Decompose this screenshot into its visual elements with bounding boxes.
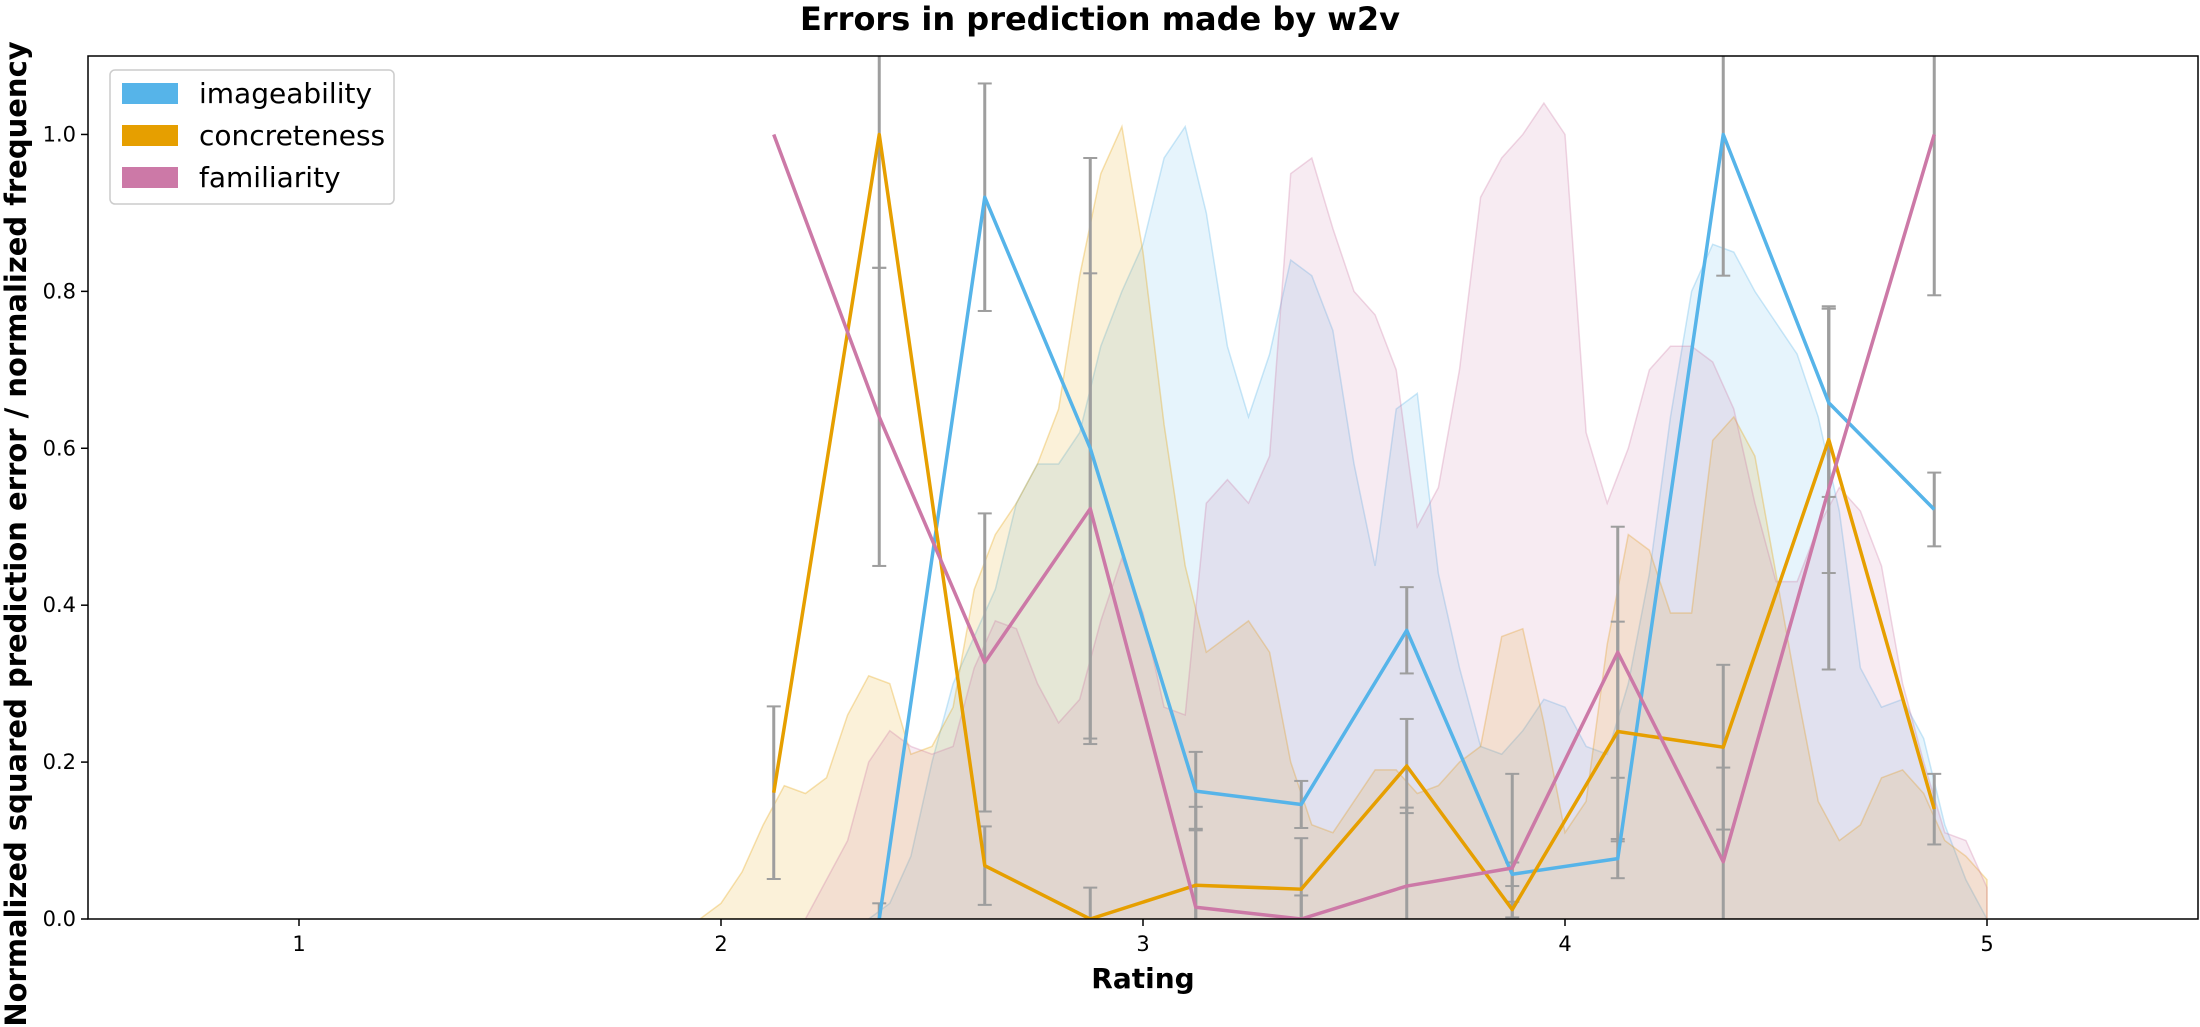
y-tick-label: 0.0 — [43, 907, 76, 931]
legend-swatch-imageability — [122, 83, 178, 104]
error-chart: 1 2 3 4 5 0.0 0.2 0.4 0.6 0.8 1.0 imageability con… — [43, 55, 2199, 956]
x-tick-label: 3 — [1136, 932, 1149, 956]
series-line-concreteness — [772, 132, 1936, 919]
y-tick-label: 0.4 — [43, 593, 76, 617]
x-axis-label: Rating — [1091, 962, 1195, 995]
chart-title: Errors in prediction made by w2v — [800, 0, 1400, 38]
legend-box — [109, 69, 395, 205]
frequency-area-concreteness — [698, 124, 1988, 919]
frequency-area-imageability — [867, 124, 1988, 919]
x-ticks: 1 2 3 4 5 — [292, 919, 1994, 956]
error-lines — [772, 132, 1936, 919]
x-tick-label: 5 — [1980, 932, 1993, 956]
series-line-imageability — [877, 132, 1936, 919]
y-tick-label: 1.0 — [43, 122, 76, 146]
legend: imageability concreteness familiarity — [109, 69, 395, 205]
x-tick-label: 4 — [1558, 932, 1571, 956]
y-tick-label: 0.2 — [43, 750, 76, 774]
x-tick-label: 2 — [714, 932, 727, 956]
y-ticks: 0.0 0.2 0.4 0.6 0.8 1.0 — [43, 122, 88, 931]
x-tick-label: 1 — [292, 932, 305, 956]
y-tick-label: 0.8 — [43, 279, 76, 303]
legend-label-concreteness: concreteness — [199, 119, 385, 152]
legend-swatch-familiarity — [122, 167, 178, 188]
y-tick-label: 0.6 — [43, 436, 76, 460]
legend-swatch-concreteness — [122, 125, 178, 146]
frequency-areas — [698, 101, 1988, 919]
series-line-familiarity — [772, 133, 1936, 919]
legend-label-familiarity: familiarity — [199, 161, 341, 194]
legend-label-imageability: imageability — [199, 77, 372, 110]
